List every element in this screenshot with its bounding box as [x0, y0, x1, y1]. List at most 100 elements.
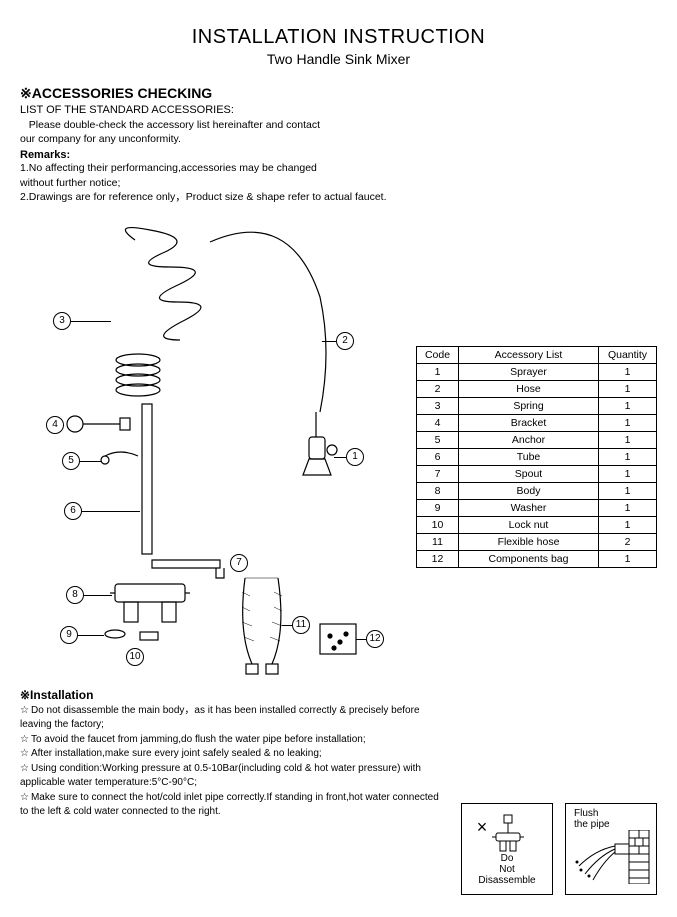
table-cell-name: Spout: [459, 465, 599, 482]
callout-1: 1: [346, 448, 364, 466]
table-row: 2Hose1: [417, 380, 657, 397]
th-code: Code: [417, 346, 459, 363]
remark-2: 2.Drawings are for reference only，Produc…: [20, 190, 657, 204]
leader-9: [78, 635, 104, 636]
flush-pipe-icon: [571, 830, 651, 884]
accessories-heading: ※ACCESSORIES CHECKING: [20, 85, 657, 102]
leader-1: [334, 457, 346, 458]
table-cell-code: 12: [417, 550, 459, 567]
callout-3: 3: [53, 312, 71, 330]
table-cell-qty: 1: [599, 482, 657, 499]
table-cell-qty: 1: [599, 550, 657, 567]
table-cell-code: 1: [417, 363, 459, 380]
callout-2: 2: [336, 332, 354, 350]
disassemble-icon: [482, 813, 532, 853]
table-row: 8Body1: [417, 482, 657, 499]
flush-pipe-box: Flush the pipe: [565, 803, 657, 895]
installation-list: ☆Do not disassemble the main body，as it …: [20, 704, 440, 820]
table-cell-qty: 2: [599, 533, 657, 550]
box1-line3: Disassemble: [478, 875, 535, 886]
box2-line1: Flush: [574, 808, 598, 819]
table-cell-name: Sprayer: [459, 363, 599, 380]
table-row: 7Spout1: [417, 465, 657, 482]
callout-9: 9: [60, 626, 78, 644]
table-row: 11Flexible hose2: [417, 533, 657, 550]
table-cell-name: Components bag: [459, 550, 599, 567]
faucet-diagram: [20, 212, 390, 680]
leader-11: [282, 625, 292, 626]
callout-6: 6: [64, 502, 82, 520]
table-cell-qty: 1: [599, 465, 657, 482]
table-cell-name: Body: [459, 482, 599, 499]
leader-5: [80, 461, 102, 462]
intro-line-1: Please double-check the accessory list h…: [20, 118, 657, 132]
table-cell-name: Lock nut: [459, 516, 599, 533]
table-cell-name: Washer: [459, 499, 599, 516]
table-cell-name: Flexible hose: [459, 533, 599, 550]
accessory-table: Code Accessory List Quantity 1Sprayer12H…: [416, 346, 657, 568]
table-cell-code: 3: [417, 397, 459, 414]
installation-item: ☆Do not disassemble the main body，as it …: [20, 704, 440, 733]
accessories-list-heading: LIST OF THE STANDARD ACCESSORIES:: [20, 104, 657, 116]
remark-1-line-1: 1.No affecting their performancing,acces…: [20, 161, 657, 175]
table-cell-code: 6: [417, 448, 459, 465]
box2-line2: the pipe: [574, 819, 610, 830]
callout-8: 8: [66, 586, 84, 604]
table-cell-qty: 1: [599, 516, 657, 533]
table-cell-code: 8: [417, 482, 459, 499]
leader-8: [84, 595, 112, 596]
table-cell-code: 5: [417, 431, 459, 448]
table-cell-code: 2: [417, 380, 459, 397]
page-title: INSTALLATION INSTRUCTION: [20, 26, 657, 49]
table-row: 3Spring1: [417, 397, 657, 414]
remarks-label: Remarks:: [20, 149, 657, 161]
table-row: 12Components bag1: [417, 550, 657, 567]
bottom-info-boxes: × Do Not Disassemble Flush the pipe: [461, 803, 657, 895]
do-not-disassemble-box: × Do Not Disassemble: [461, 803, 553, 895]
callout-11: 11: [292, 616, 310, 634]
table-row: 10Lock nut1: [417, 516, 657, 533]
callout-12: 12: [366, 630, 384, 648]
callout-4: 4: [46, 416, 64, 434]
table-row: 5Anchor1: [417, 431, 657, 448]
installation-item: ☆Make sure to connect the hot/cold inlet…: [20, 791, 440, 820]
table-cell-code: 11: [417, 533, 459, 550]
table-cell-code: 4: [417, 414, 459, 431]
table-cell-name: Tube: [459, 448, 599, 465]
callout-10: 10: [126, 648, 144, 666]
table-header-row: Code Accessory List Quantity: [417, 346, 657, 363]
table-cell-code: 7: [417, 465, 459, 482]
table-cell-name: Anchor: [459, 431, 599, 448]
table-cell-qty: 1: [599, 397, 657, 414]
box1-line1: Do: [501, 853, 514, 864]
remark-1-line-2: without further notice;: [20, 176, 657, 190]
box1-line2: Not: [499, 864, 515, 875]
leader-3: [71, 321, 111, 322]
table-row: 9Washer1: [417, 499, 657, 516]
table-cell-code: 10: [417, 516, 459, 533]
table-row: 6Tube1: [417, 448, 657, 465]
table-cell-qty: 1: [599, 414, 657, 431]
callout-5: 5: [62, 452, 80, 470]
table-cell-name: Bracket: [459, 414, 599, 431]
table-cell-qty: 1: [599, 431, 657, 448]
intro-line-2: our company for any unconformity.: [20, 132, 657, 146]
diagram-area: 3 2 1 4 5 6 7 8 9 10 11 12 Code Accessor…: [20, 212, 657, 680]
installation-item: ☆After installation,make sure every join…: [20, 747, 440, 762]
table-row: 1Sprayer1: [417, 363, 657, 380]
x-icon: ×: [477, 817, 488, 838]
table-cell-qty: 1: [599, 448, 657, 465]
installation-item: ☆To avoid the faucet from jamming,do flu…: [20, 733, 440, 748]
th-name: Accessory List: [459, 346, 599, 363]
callout-7: 7: [230, 554, 248, 572]
table-cell-code: 9: [417, 499, 459, 516]
leader-2: [322, 341, 336, 342]
th-qty: Quantity: [599, 346, 657, 363]
table-cell-qty: 1: [599, 363, 657, 380]
table-row: 4Bracket1: [417, 414, 657, 431]
table-cell-qty: 1: [599, 499, 657, 516]
leader-12: [356, 639, 366, 640]
leader-6: [82, 511, 140, 512]
table-cell-name: Spring: [459, 397, 599, 414]
table-cell-name: Hose: [459, 380, 599, 397]
